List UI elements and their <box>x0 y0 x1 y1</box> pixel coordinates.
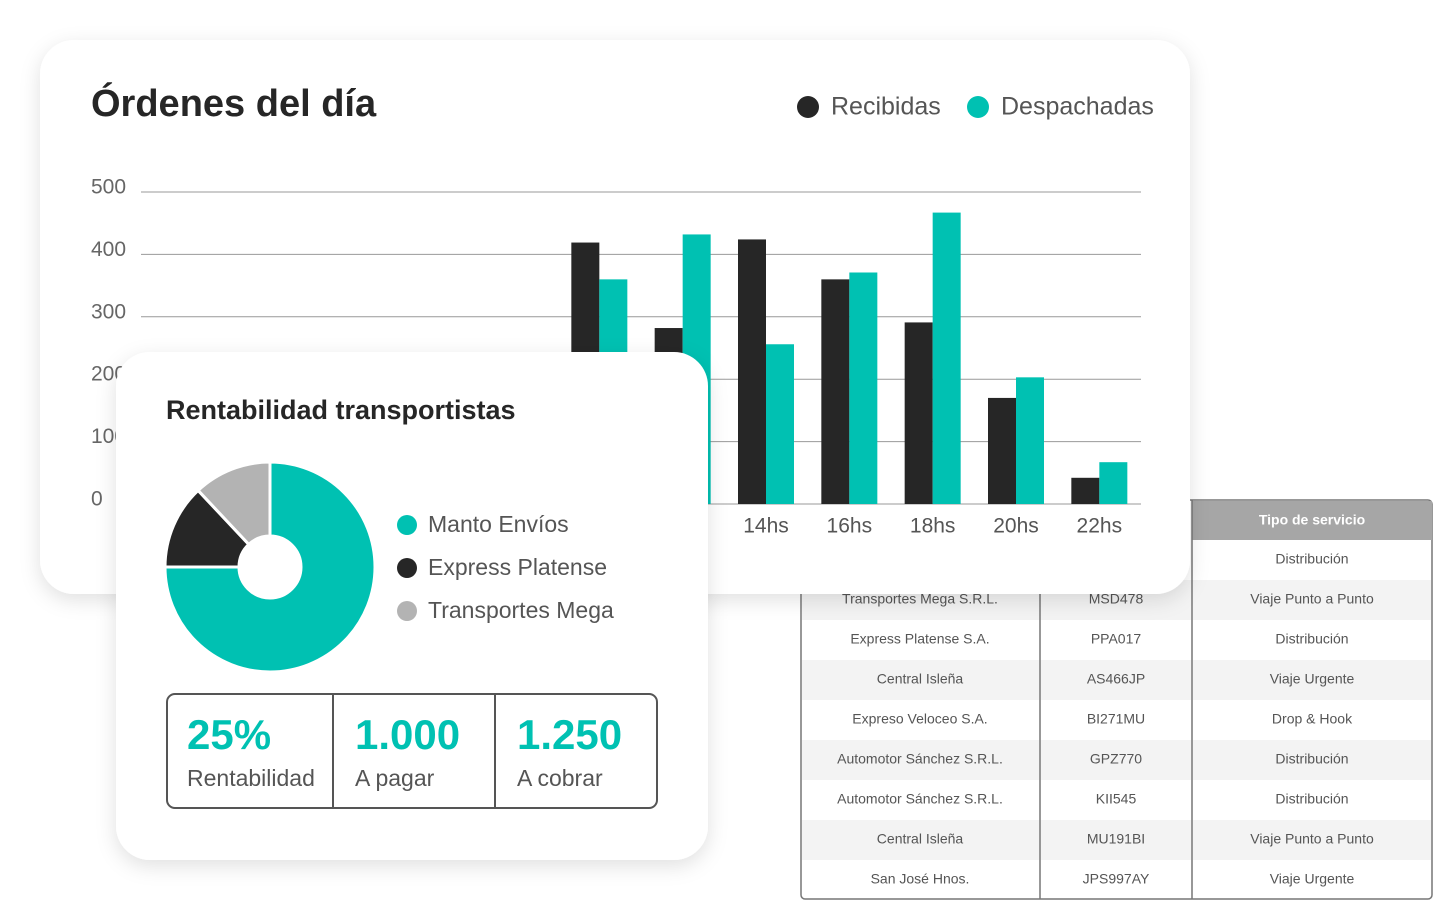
cell-text: Central Isleña <box>877 831 964 847</box>
legend-label: Despachadas <box>1001 93 1154 121</box>
cell-text: Drop & Hook <box>1272 711 1353 727</box>
y-tick-label: 500 <box>91 176 126 199</box>
cell-text: Distribución <box>1275 551 1348 567</box>
cell-text: Express Platense S.A. <box>850 631 989 647</box>
bar <box>849 272 878 504</box>
cell-text: Expreso Veloceo S.A. <box>852 711 987 727</box>
bar <box>821 279 850 504</box>
stat-value: 1.000 <box>355 711 460 758</box>
chart-title: Rentabilidad transportistas <box>166 395 516 425</box>
legend-label: Manto Envíos <box>428 511 569 537</box>
cell-text: BI271MU <box>1087 711 1145 727</box>
legend-marker <box>797 96 819 118</box>
stat-label: A cobrar <box>517 765 603 791</box>
cell-text: Viaje Punto a Punto <box>1250 591 1374 607</box>
cell-text: Viaje Urgente <box>1270 671 1355 687</box>
legend-label: Transportes Mega <box>428 597 614 623</box>
cell-text: Distribución <box>1275 751 1348 767</box>
stat-label: Rentabilidad <box>187 765 315 791</box>
legend-label: Express Platense <box>428 554 607 580</box>
legend-marker <box>397 601 417 621</box>
bar <box>932 212 961 505</box>
cell-text: JPS997AY <box>1083 871 1150 887</box>
x-tick-label: 14hs <box>743 515 789 538</box>
table: Tipo de servicio Distribución Transportes … <box>800 499 1433 900</box>
bar <box>1071 477 1100 504</box>
y-tick-label: 400 <box>91 238 126 261</box>
header-cell <box>1192 501 1432 540</box>
cell-text: GPZ770 <box>1090 751 1142 767</box>
stat-label: A pagar <box>355 765 435 791</box>
legend-label: Recibidas <box>831 93 941 121</box>
cell-text: Viaje Punto a Punto <box>1250 831 1374 847</box>
y-tick-label: 300 <box>91 300 126 323</box>
cell-text: Transportes Mega S.R.L. <box>842 591 998 607</box>
chart-title: Órdenes del día <box>91 81 377 125</box>
cell-text: MSD478 <box>1089 591 1144 607</box>
y-tick-label: 0 <box>91 488 103 511</box>
header-text: Tipo de servicio <box>1259 512 1365 528</box>
cell-text: AS466JP <box>1087 671 1145 687</box>
x-tick-label: 20hs <box>993 515 1039 538</box>
row-band <box>802 740 1431 780</box>
row-band <box>802 820 1431 860</box>
pie-slice <box>163 460 377 674</box>
row-band <box>802 660 1431 700</box>
cell-text: Automotor Sánchez S.R.L. <box>837 751 1003 767</box>
stats-box <box>166 693 658 809</box>
bar <box>1099 462 1128 504</box>
cell-text: MU191BI <box>1087 831 1145 847</box>
legend-marker <box>967 96 989 118</box>
cell-text: Automotor Sánchez S.R.L. <box>837 791 1003 807</box>
stat-value: 1.250 <box>517 711 622 758</box>
x-tick-label: 22hs <box>1077 515 1123 538</box>
stat-value: 25% <box>187 711 271 758</box>
x-tick-label: 16hs <box>827 515 873 538</box>
pie-slice <box>163 488 251 569</box>
bar <box>766 344 794 504</box>
cell-text: San José Hnos. <box>871 871 970 887</box>
legend-marker <box>397 558 417 578</box>
bar <box>988 397 1016 504</box>
bar <box>1016 377 1044 504</box>
cell-text: PPA017 <box>1091 631 1142 647</box>
cell-text: Viaje Urgente <box>1270 871 1355 887</box>
legend-marker <box>397 515 417 535</box>
pie-slice <box>196 460 272 547</box>
x-tick-label: 18hs <box>910 515 956 538</box>
cell-text: Central Isleña <box>877 671 964 687</box>
pie-card: Rentabilidad transportistas Manto Envíos E… <box>116 352 708 860</box>
cell-text: Distribución <box>1275 791 1348 807</box>
bar <box>738 239 766 504</box>
cell-text: KII545 <box>1096 791 1137 807</box>
cell-text: Distribución <box>1275 631 1348 647</box>
bar <box>904 322 933 504</box>
